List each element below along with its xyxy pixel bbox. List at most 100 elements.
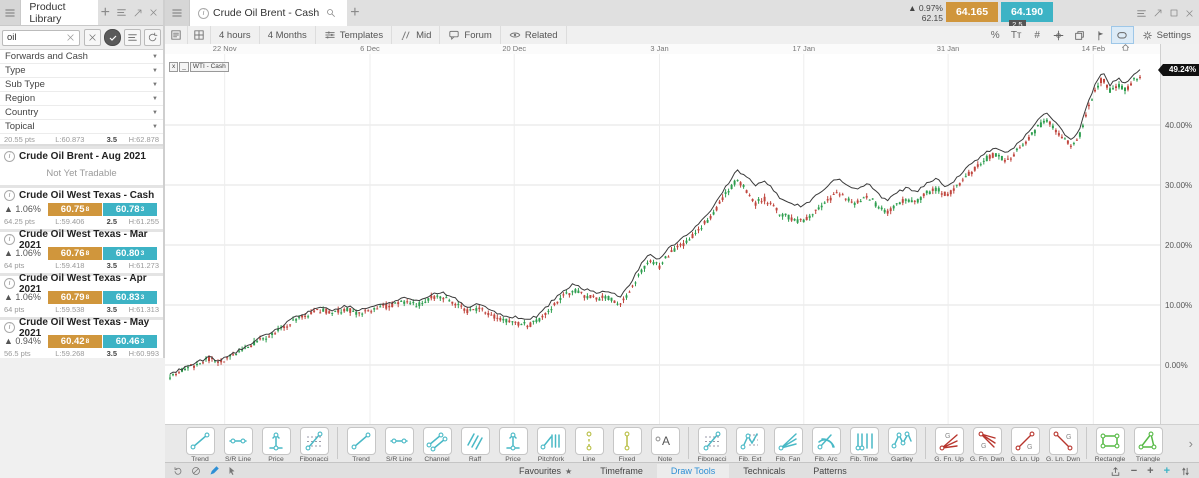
draw-tool-trend[interactable]: Trend: [342, 425, 380, 463]
export-icon[interactable]: [1110, 466, 1121, 477]
add-pane-icon[interactable]: +: [1163, 465, 1170, 477]
crosshair-button[interactable]: [1048, 26, 1069, 44]
draw-tool-triangle[interactable]: Triangle: [1129, 425, 1167, 463]
forum-button[interactable]: Forum: [440, 26, 501, 44]
bid-button[interactable]: 60.79 8: [48, 290, 102, 304]
draw-tool-fibonacci[interactable]: Fibonacci: [693, 425, 731, 463]
draw-tool-channel[interactable]: Channel: [418, 425, 456, 463]
statusbar-tab-draw-tools[interactable]: Draw Tools: [656, 463, 730, 478]
draw-tool-g-ln-dwn[interactable]: G G. Ln. Dwn: [1044, 425, 1082, 463]
price-axis[interactable]: 40.00% 30.00% 20.00% 10.00% 0.00% 49.24%: [1157, 44, 1199, 424]
zoom-out-icon[interactable]: −: [1130, 465, 1138, 477]
draw-tool-price[interactable]: Price: [494, 425, 532, 463]
chart-menu-button[interactable]: [165, 0, 190, 26]
ask-button[interactable]: 64.190: [1001, 2, 1053, 22]
statusbar-tab-technicals[interactable]: Technicals: [729, 464, 799, 478]
draw-tool-gartley[interactable]: Gartley: [883, 425, 921, 463]
layout-button[interactable]: [188, 26, 211, 44]
draw-tool-fib-time[interactable]: Fib. Time: [845, 425, 883, 463]
draw-tool-fib-fan[interactable]: Fib. Fan: [769, 425, 807, 463]
sidebar-expand-button[interactable]: [130, 8, 146, 18]
pointer-tool-button[interactable]: [1090, 26, 1111, 44]
draw-tool-note[interactable]: A Note: [646, 425, 684, 463]
chart-close-button[interactable]: [1182, 9, 1197, 18]
grid-toggle-button[interactable]: #: [1034, 29, 1040, 41]
chart-add-tab-button[interactable]: +: [350, 4, 360, 21]
mid-button[interactable]: Mid: [392, 26, 441, 44]
split-icon[interactable]: [1180, 466, 1191, 477]
sidebar-list-button[interactable]: [113, 7, 130, 18]
search-input[interactable]: oil: [2, 29, 80, 46]
percent-scale-button[interactable]: %: [990, 29, 1000, 41]
filter-country[interactable]: Country ▼: [0, 106, 163, 120]
product-title[interactable]: i Crude Oil West Texas - Cash: [0, 189, 163, 202]
draw-tool-raff[interactable]: Raff: [456, 425, 494, 463]
draw-tool-fib-ext[interactable]: Fib. Ext: [731, 425, 769, 463]
statusbar-tab-patterns[interactable]: Patterns: [799, 464, 861, 478]
draw-tool-fibonacci[interactable]: Fibonacci: [295, 425, 333, 463]
interval-button[interactable]: 4 hours: [211, 26, 260, 44]
filter-forwards-and-cash[interactable]: Forwards and Cash ▼: [0, 50, 163, 64]
auto-scale-icon[interactable]: [1121, 43, 1130, 52]
bid-button[interactable]: 64.165: [946, 2, 998, 22]
draw-tool-trend[interactable]: Trend: [181, 425, 219, 463]
range-button[interactable]: 4 Months: [260, 26, 316, 44]
tab-crude-oil-brent-cash[interactable]: i Crude Oil Brent - Cash: [190, 0, 348, 26]
zoom-in-icon[interactable]: +: [1147, 465, 1154, 477]
filter-type[interactable]: Type ▼: [0, 64, 163, 78]
sidebar-add-tab-button[interactable]: +: [100, 3, 110, 21]
templates-button[interactable]: Templates: [316, 26, 393, 44]
legend-series-label[interactable]: WTI - Cash: [189, 62, 229, 72]
draw-tool-fib-arc[interactable]: Fib. Arc: [807, 425, 845, 463]
filter-sub-type[interactable]: Sub Type ▼: [0, 78, 163, 92]
shape-tool-button[interactable]: [1110, 26, 1134, 44]
draw-tool-pitchfork[interactable]: Pitchfork: [532, 425, 570, 463]
draw-tool-s-r-line[interactable]: S/R Line: [380, 425, 418, 463]
bid-button[interactable]: 60.75 8: [48, 202, 102, 216]
statusbar-tab-timeframe[interactable]: Timeframe: [586, 464, 657, 478]
chart-plot-area[interactable]: x _ WTI - Cash: [165, 54, 1160, 424]
product-title[interactable]: i Crude Oil West Texas - Mar 2021: [0, 229, 163, 251]
sidebar-close-button[interactable]: [146, 8, 161, 17]
ask-button[interactable]: 60.46 3: [103, 334, 157, 348]
refresh-button[interactable]: [144, 29, 161, 46]
history-icon[interactable]: [173, 466, 183, 476]
chart-expand-button[interactable]: [1150, 8, 1166, 18]
chart-type-button[interactable]: [165, 26, 188, 44]
legend-close-button[interactable]: x: [169, 62, 179, 72]
clear-search-results-button[interactable]: [84, 29, 101, 46]
bid-button[interactable]: 60.76 8: [48, 246, 102, 260]
list-view-button[interactable]: [124, 29, 141, 46]
related-button[interactable]: Related: [501, 26, 567, 44]
pencil-icon[interactable]: [209, 466, 219, 476]
disable-draw-icon[interactable]: [191, 466, 201, 476]
clear-search-icon[interactable]: [66, 33, 75, 42]
settings-button[interactable]: Settings: [1134, 26, 1199, 44]
ask-button[interactable]: 60.83 3: [103, 290, 157, 304]
product-title[interactable]: i Crude Oil West Texas - May 2021: [0, 317, 163, 339]
legend-minimize-button[interactable]: _: [179, 62, 189, 72]
toolbar-more-button[interactable]: ›: [1188, 436, 1193, 451]
apply-filter-button[interactable]: [104, 29, 121, 46]
draw-tool-g-ln-up[interactable]: G G. Ln. Up: [1006, 425, 1044, 463]
text-size-button[interactable]: Tᴛ: [1010, 29, 1022, 41]
ask-button[interactable]: 60.80 3: [103, 246, 157, 260]
draw-tool-s-r-line[interactable]: S/R Line: [219, 425, 257, 463]
cursor-icon[interactable]: [227, 466, 237, 476]
chart-popout-button[interactable]: [1166, 8, 1182, 18]
product-title[interactable]: i Crude Oil Brent - Aug 2021: [0, 150, 163, 163]
draw-tool-g-fn-dwn[interactable]: G G. Fn. Dwn: [968, 425, 1006, 463]
draw-tool-line[interactable]: Line: [570, 425, 608, 463]
statusbar-tab-favourites[interactable]: Favourites ★: [505, 464, 586, 478]
draw-tool-price[interactable]: Price: [257, 425, 295, 463]
filter-topical[interactable]: Topical ▼: [0, 120, 163, 134]
draw-tool-g-fn-up[interactable]: G G. Fn. Up: [930, 425, 968, 463]
ask-button[interactable]: 60.78 3: [103, 202, 157, 216]
sidebar-menu-button[interactable]: [0, 0, 22, 25]
product-title[interactable]: i Crude Oil West Texas - Apr 2021: [0, 273, 163, 295]
layers-button[interactable]: [1069, 26, 1090, 44]
tab-product-library[interactable]: Product Library: [21, 0, 98, 25]
chart-list-button[interactable]: [1133, 8, 1150, 19]
filter-region[interactable]: Region ▼: [0, 92, 163, 106]
draw-tool-fixed[interactable]: Fixed: [608, 425, 646, 463]
